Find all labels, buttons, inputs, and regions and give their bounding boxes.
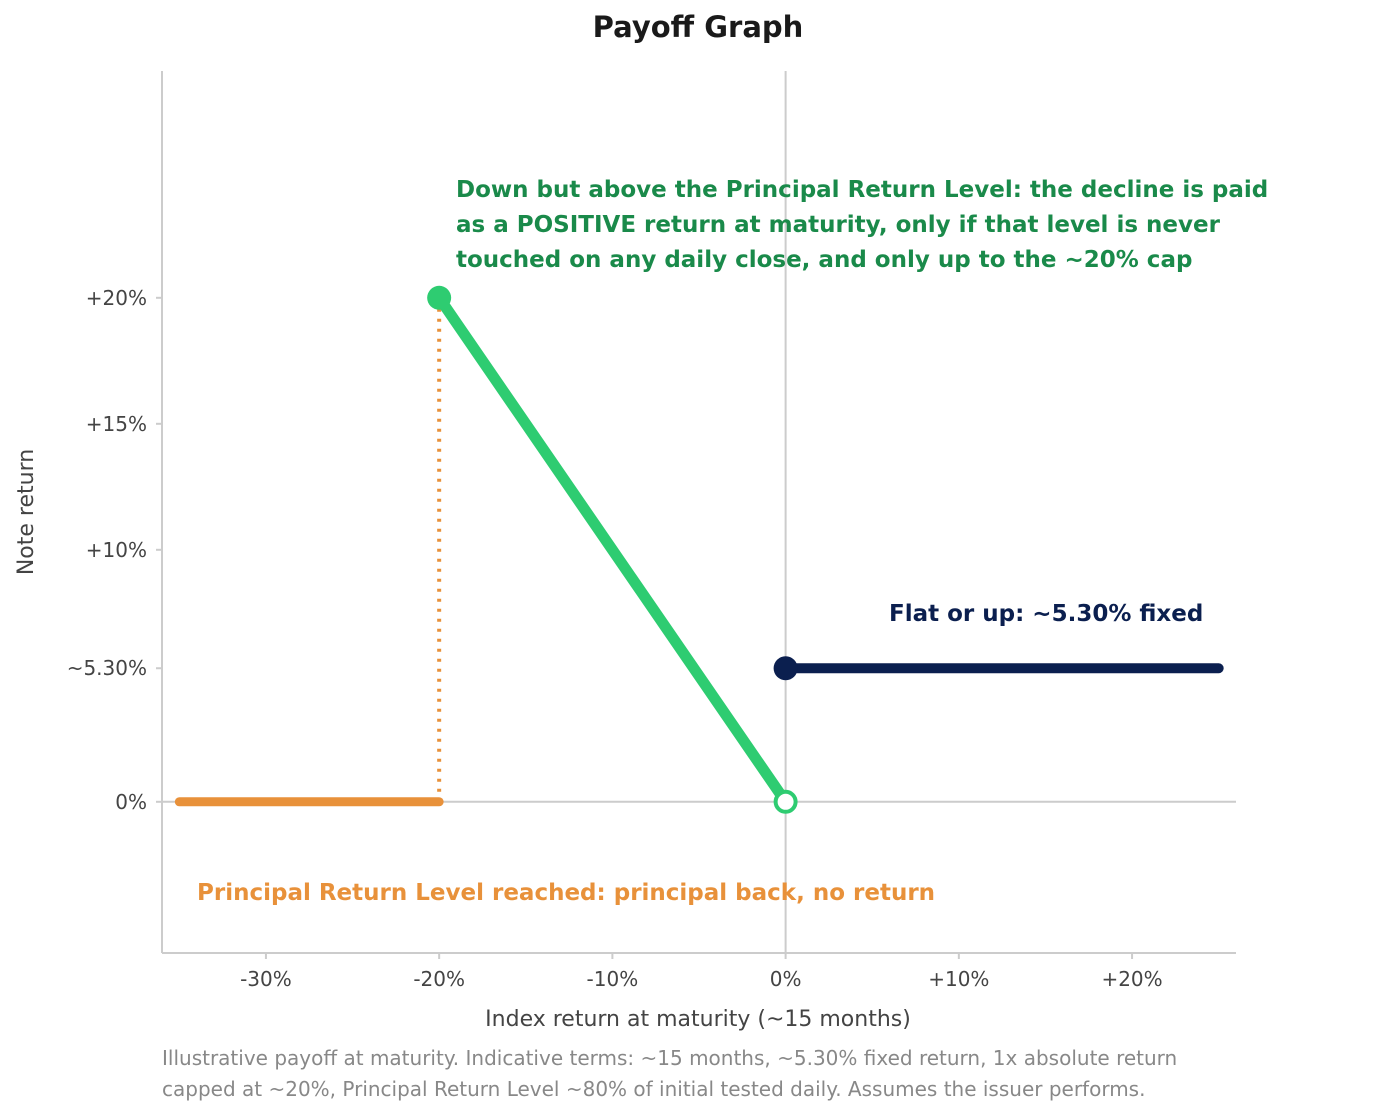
- y-tick-label: +20%: [86, 286, 147, 310]
- x-tick-label: -30%: [240, 967, 292, 991]
- x-tick-label: -20%: [413, 967, 465, 991]
- fixed-return-annotation: Flat or up: ~5.30% fixed: [889, 601, 1203, 627]
- y-tick-label: +15%: [86, 412, 147, 436]
- absolute-annotation-line-1: Down but above the Principal Return Leve…: [456, 177, 1268, 203]
- x-tick-label: 0%: [770, 967, 802, 991]
- chart-title: Payoff Graph: [593, 10, 804, 44]
- series-absolute-return-line: [433, 292, 792, 808]
- y-tick-label: 0%: [115, 790, 147, 814]
- principal-return-annotation: Principal Return Level reached: principa…: [197, 880, 935, 906]
- y-axis-ticks: 0% ~5.30% +10% +15% +20%: [67, 286, 162, 814]
- x-axis-title: Index return at maturity (~15 months): [485, 1007, 911, 1032]
- x-tick-label: -10%: [587, 967, 639, 991]
- absolute-annotation-line-3: touched on any daily close, and only up …: [456, 247, 1192, 273]
- absolute-annotation-line-2: as a POSITIVE return at maturity, only i…: [456, 212, 1221, 238]
- fixed-start-marker: [773, 656, 798, 681]
- footnote-line-2: capped at ~20%, Principal Return Level ~…: [162, 1077, 1145, 1101]
- y-tick-label: ~5.30%: [67, 656, 147, 680]
- y-tick-label: +10%: [86, 538, 147, 562]
- absolute-return-annotation: Down but above the Principal Return Leve…: [456, 177, 1276, 273]
- y-axis-title: Note return: [14, 449, 39, 575]
- x-axis-ticks: -30% -20% -10% 0% +10% +20%: [240, 953, 1163, 991]
- x-tick-label: +20%: [1101, 967, 1162, 991]
- cap-point-marker: [427, 285, 452, 310]
- origin-open-marker: [773, 789, 798, 814]
- footnote-line-1: Illustrative payoff at maturity. Indicat…: [162, 1046, 1177, 1070]
- x-tick-label: +10%: [928, 967, 989, 991]
